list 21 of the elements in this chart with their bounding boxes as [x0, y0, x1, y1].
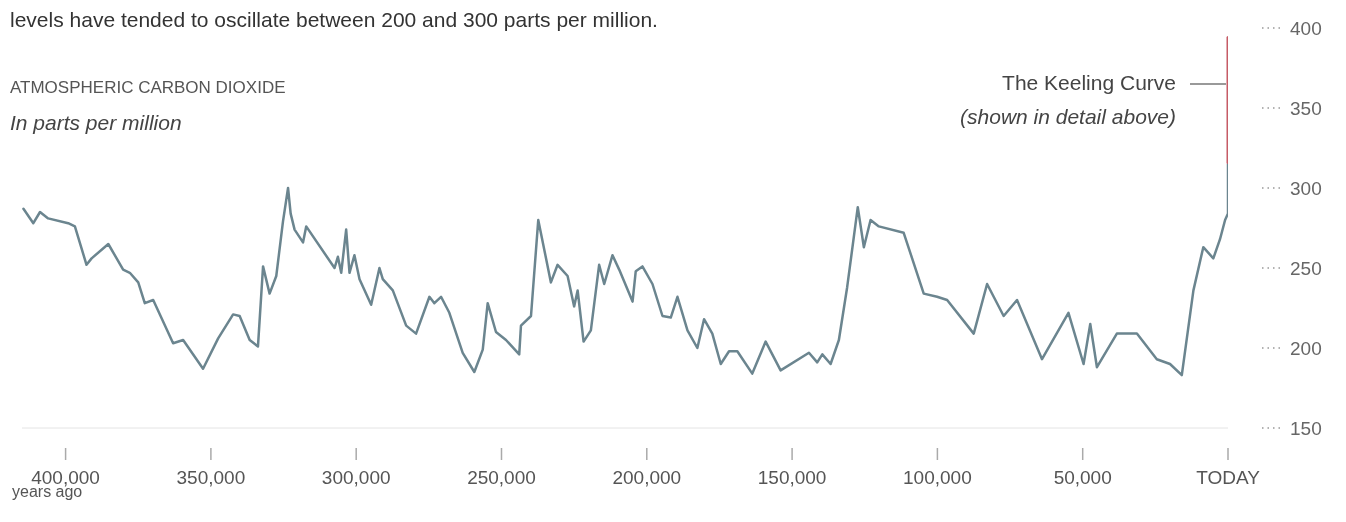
- x-tick-label: 50,000: [1053, 467, 1112, 488]
- y-tick-label: 200: [1290, 337, 1322, 359]
- y-tick-label: 300: [1290, 177, 1322, 199]
- y-tick-label: 350: [1290, 97, 1322, 119]
- y-tick-label: 250: [1290, 257, 1322, 279]
- annotation: levels have tended to oscillate between 200 and 300 parts per million.: [10, 8, 658, 32]
- x-tick-label: TODAY: [1196, 467, 1261, 488]
- y-tick-label: 400: [1290, 17, 1322, 39]
- annotation: The Keeling Curve: [1002, 71, 1176, 95]
- line-series: [22, 162, 1228, 377]
- y-tick-label: 150: [1290, 417, 1322, 439]
- text: ATMOSPHERIC CARBON DIOXIDE: [10, 78, 286, 98]
- x-tick-label: 100,000: [903, 467, 972, 488]
- x-tick-label: 150,000: [757, 467, 827, 488]
- x-tick-label: 300,000: [321, 467, 391, 488]
- annotation: (shown in detail above): [960, 105, 1176, 129]
- x-tick-label: 350,000: [176, 467, 246, 488]
- x-tick-label: 250,000: [467, 467, 536, 488]
- x-tick-label: 400,000: [31, 467, 100, 488]
- x-tick-label: 200,000: [612, 467, 682, 488]
- text: In parts per million: [10, 111, 182, 135]
